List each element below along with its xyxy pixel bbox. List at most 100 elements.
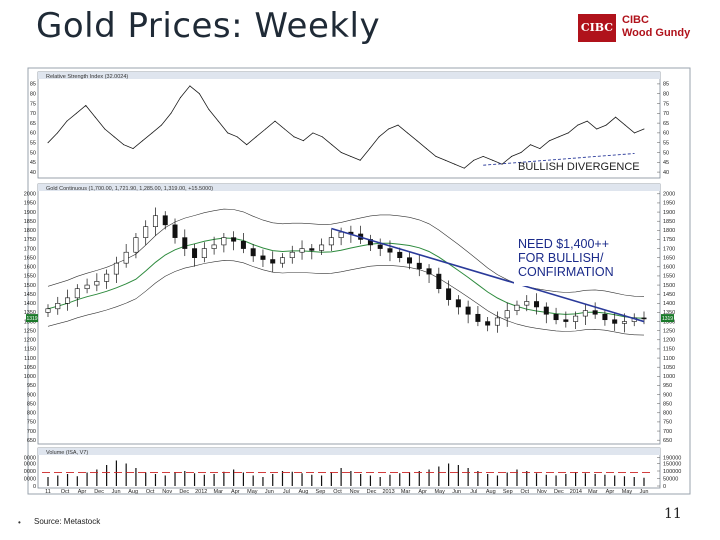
rsi-point — [634, 132, 635, 134]
price-candle — [582, 310, 588, 317]
price-y-tick-right: 1150 — [663, 347, 675, 353]
x-axis-tick-label: Jun — [452, 489, 461, 495]
price-panel-titlebar — [38, 184, 660, 191]
rsi-y-tick-right: 65 — [663, 121, 669, 127]
price-candle — [426, 268, 432, 275]
price-candle — [534, 301, 540, 308]
x-axis-tick-label: Oct — [61, 489, 70, 495]
rsi-point — [444, 159, 446, 161]
x-axis-tick-label: May — [434, 489, 445, 495]
price-candle — [104, 273, 110, 282]
price-candle — [65, 297, 71, 304]
price-candle — [553, 313, 559, 321]
price-candle — [133, 237, 139, 253]
price-y-tick-right: 1750 — [663, 237, 675, 243]
price-y-tick-right: 850 — [663, 401, 672, 407]
rsi-point — [57, 132, 58, 134]
price-candle — [475, 313, 481, 322]
price-candle — [494, 317, 500, 326]
price-y-tick-left: 650 — [27, 438, 36, 444]
price-y-tick-right: 1050 — [663, 365, 675, 371]
price-candle — [641, 317, 647, 320]
rsi-series-line — [47, 85, 645, 169]
brand-line-1: CIBC — [622, 14, 649, 26]
price-candle — [162, 215, 168, 226]
price-y-tick-left: 1400 — [24, 301, 36, 307]
volume-y-tick-left: 50000 — [24, 476, 36, 482]
rsi-y-tick-left: 50 — [30, 150, 36, 156]
price-candle — [485, 321, 491, 326]
gold-chart-svg: Relative Strength Index (32.0024) Gold Co… — [24, 67, 691, 495]
rsi-point — [151, 132, 153, 134]
price-y-tick-left: 1250 — [24, 328, 36, 334]
x-axis-tick-label: Nov — [350, 489, 360, 495]
price-candle — [543, 306, 549, 315]
price-y-tick-left: 850 — [27, 401, 36, 407]
price-y-tick-left: 1950 — [24, 201, 36, 207]
rsi-point — [501, 163, 503, 165]
rsi-panel-title: Relative Strength Index (32.0024) — [46, 74, 128, 80]
rsi-point — [397, 124, 399, 126]
rsi-point — [142, 140, 144, 142]
rsi-point — [217, 120, 219, 122]
price-y-tick-left: 950 — [27, 383, 36, 389]
price-upper-band — [47, 208, 645, 297]
footer-bullet: • — [18, 518, 21, 527]
price-candle — [397, 251, 403, 258]
price-candle — [289, 251, 295, 258]
rsi-point — [123, 144, 125, 146]
rsi-y-tick-left: 45 — [30, 160, 36, 166]
x-axis-tick-label: Jun — [640, 489, 649, 495]
rsi-point — [293, 136, 295, 138]
rsi-point — [530, 144, 531, 146]
rsi-y-tick-left: 75 — [30, 101, 36, 107]
volume-panel-titlebar — [38, 448, 660, 455]
rsi-point — [170, 112, 172, 114]
x-axis-tick-label: Oct — [521, 489, 530, 495]
price-y-tick-left: 1300 — [24, 319, 36, 325]
price-candle — [182, 237, 188, 249]
rsi-point — [321, 136, 323, 138]
price-candle — [123, 251, 129, 264]
rsi-point — [274, 120, 276, 122]
rsi-y-tick-right: 45 — [663, 160, 669, 166]
rsi-point — [548, 140, 550, 142]
x-axis-tick-label: Apr — [418, 489, 427, 495]
price-candle — [45, 308, 51, 313]
rsi-point — [454, 163, 456, 165]
price-tag-left — [26, 314, 38, 323]
price-y-tick-right: 1100 — [663, 356, 675, 362]
price-candle — [172, 224, 178, 238]
x-axis-tick-label: Jun — [265, 489, 274, 495]
x-axis-tick-label: 2013 — [382, 489, 394, 495]
volume-y-tick-right: 50000 — [663, 476, 678, 482]
brand-logo: CIBC CIBC Wood Gundy — [578, 12, 708, 46]
price-y-tick-right: 1450 — [663, 292, 675, 298]
price-y-tick-left: 1200 — [24, 338, 36, 344]
rsi-point — [378, 136, 380, 138]
volume-y-tick-right: 100000 — [663, 469, 681, 475]
volume-y-tick-right: 190000 — [663, 455, 681, 461]
rsi-point — [492, 159, 494, 161]
rsi-y-tick-right: 55 — [663, 140, 669, 146]
rsi-point — [265, 128, 267, 130]
rsi-point — [284, 128, 285, 130]
price-y-tick-left: 1450 — [24, 292, 36, 298]
rsi-point — [350, 155, 352, 157]
x-axis-tick-label: 2014 — [570, 489, 582, 495]
price-candle — [211, 244, 217, 249]
rsi-point — [624, 124, 626, 126]
price-y-tick-left: 1350 — [24, 310, 36, 316]
price-y-tick-right: 1650 — [663, 255, 675, 261]
rsi-point — [520, 152, 522, 153]
volume-y-tick-right: 150000 — [663, 461, 681, 467]
x-axis-tick-label: Jun — [112, 489, 121, 495]
x-axis-tick-label: Aug — [299, 489, 309, 495]
price-y-tick-left: 1100 — [24, 356, 36, 362]
rsi-y-tick-right: 75 — [663, 101, 669, 107]
rsi-point — [208, 108, 210, 110]
rsi-point — [104, 128, 106, 130]
x-axis-tick-label: May — [247, 489, 258, 495]
price-y-tick-left: 700 — [27, 429, 36, 435]
price-y-tick-left: 1150 — [24, 347, 36, 353]
